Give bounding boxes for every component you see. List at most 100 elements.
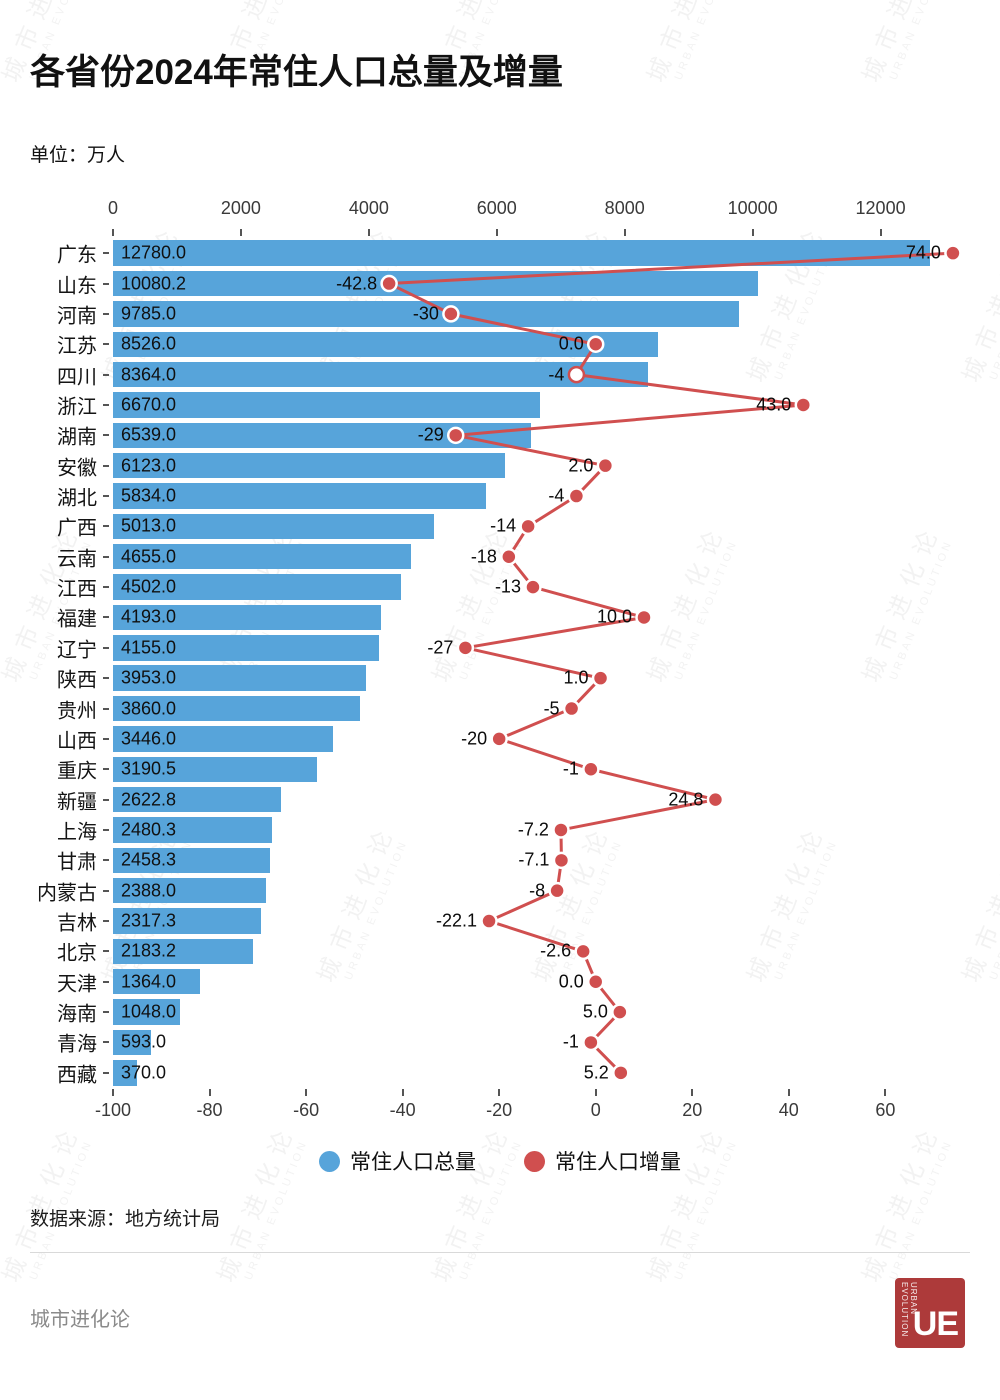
increment-marker xyxy=(596,456,615,475)
category-label: 上海 xyxy=(57,821,97,844)
population-bar xyxy=(113,969,201,995)
increment-marker xyxy=(380,274,398,293)
category-tick xyxy=(103,343,109,346)
increment-value-label: -1 xyxy=(562,758,579,779)
category-label: 浙江 xyxy=(57,396,97,419)
bar-value-label: 10080.2 xyxy=(121,273,187,294)
category-tick xyxy=(103,282,109,285)
increment-marker xyxy=(794,396,813,414)
line-series xyxy=(380,244,962,1082)
population-bar xyxy=(113,331,659,357)
category-tick xyxy=(103,616,109,619)
category-tick xyxy=(103,464,109,467)
bar-value-label: 6123.0 xyxy=(121,455,177,476)
bar-value-label: 1364.0 xyxy=(121,971,177,992)
category-tick xyxy=(103,980,109,983)
bar-value-label: 4193.0 xyxy=(121,606,177,627)
increment-marker xyxy=(582,1033,600,1052)
population-bar xyxy=(113,452,505,479)
unit-label: 单位：万人 xyxy=(30,145,126,166)
category-label: 新疆 xyxy=(57,791,97,814)
legend-dot xyxy=(319,1150,340,1172)
bottom-axis-tick-label: 20 xyxy=(682,1100,703,1120)
bar-value-label: 3190.5 xyxy=(121,758,177,779)
category-tick xyxy=(103,707,109,710)
population-bar xyxy=(113,513,434,540)
increment-marker xyxy=(574,942,592,961)
legend-label: 常住人口增量 xyxy=(555,1151,681,1174)
bar-value-label: 2458.3 xyxy=(121,849,177,870)
bar-value-label: 1048.0 xyxy=(121,1001,177,1022)
top-axis-tick xyxy=(879,229,882,236)
increment-marker xyxy=(582,760,600,778)
category-tick xyxy=(103,252,109,255)
increment-marker xyxy=(524,578,542,596)
category-tick xyxy=(103,586,109,589)
category-label: 天津 xyxy=(57,973,97,996)
bottom-axis-tick-label: -60 xyxy=(293,1100,320,1120)
bar-value-label: 12780.0 xyxy=(121,242,187,263)
increment-line xyxy=(387,251,954,1074)
population-bar xyxy=(113,635,379,661)
increment-value-label: 1.0 xyxy=(563,667,589,688)
category-tick xyxy=(103,828,109,831)
increment-value-label: 0.0 xyxy=(558,971,584,992)
population-bar xyxy=(113,483,487,509)
bottom-axis-tick-label: 60 xyxy=(875,1100,896,1120)
bar-value-label: 5834.0 xyxy=(121,485,177,506)
bar-value-label: 2388.0 xyxy=(121,880,177,901)
ue-logo-subtext: URBAN EVOLUTION xyxy=(900,1282,918,1338)
increment-marker xyxy=(456,639,475,657)
increment-value-label: -2.6 xyxy=(540,940,572,961)
increment-value-label: -1 xyxy=(562,1031,579,1052)
bottom-axis-tick-label: -40 xyxy=(389,1100,416,1120)
bottom-axis-tick xyxy=(787,1089,790,1096)
increment-value-label: -27 xyxy=(427,637,454,658)
population-bar xyxy=(113,786,281,813)
category-label: 北京 xyxy=(57,942,97,965)
footer-brand: 城市进化论 xyxy=(30,1309,130,1331)
population-bar xyxy=(113,756,318,782)
category-label: 湖北 xyxy=(57,487,97,510)
top-axis-tick xyxy=(495,229,498,236)
bar-value-label: 593.0 xyxy=(121,1031,167,1052)
population-bar xyxy=(113,544,411,570)
footer-divider xyxy=(30,1252,970,1253)
legend-label: 常住人口总量 xyxy=(350,1151,476,1174)
increment-marker xyxy=(480,912,498,930)
increment-value-label: -18 xyxy=(470,546,497,567)
increment-marker xyxy=(567,365,586,384)
bar-value-label: 8526.0 xyxy=(121,333,177,354)
category-label: 甘肃 xyxy=(57,851,97,874)
increment-value-label: 5.2 xyxy=(583,1062,609,1083)
increment-marker xyxy=(567,487,586,505)
increment-marker xyxy=(706,790,725,809)
bottom-axis-tick xyxy=(691,1089,694,1096)
category-tick xyxy=(103,1041,109,1044)
category-tick xyxy=(103,434,109,437)
increment-value-label: 74.0 xyxy=(905,242,941,263)
increment-marker xyxy=(562,699,581,718)
top-axis-tick-label: 12000 xyxy=(855,198,906,218)
increment-marker xyxy=(548,881,566,900)
bar-value-label: 2622.8 xyxy=(121,789,177,810)
category-label: 贵州 xyxy=(57,700,97,723)
bar-value-label: 6670.0 xyxy=(121,394,177,415)
population-bar xyxy=(113,726,334,752)
population-bar xyxy=(113,695,360,722)
ue-logo-text: UE xyxy=(912,1305,959,1343)
category-tick xyxy=(103,525,109,528)
legend-item-0: 常住人口总量 xyxy=(319,1146,476,1176)
population-bar xyxy=(113,1060,137,1086)
category-tick xyxy=(103,1011,109,1014)
population-bar xyxy=(113,817,272,843)
increment-marker xyxy=(552,821,570,839)
category-label: 陕西 xyxy=(57,669,97,692)
category-label: 辽宁 xyxy=(57,639,97,662)
population-bar xyxy=(113,908,262,934)
increment-marker xyxy=(586,973,605,991)
category-label: 河南 xyxy=(57,305,97,328)
population-bar xyxy=(113,877,266,904)
